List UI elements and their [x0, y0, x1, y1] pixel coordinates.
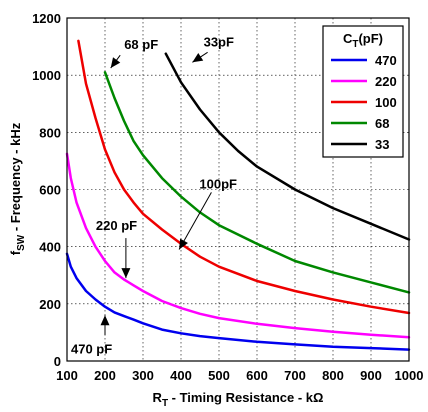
- annotation-arrow-head: [192, 53, 204, 63]
- series-line-33: [164, 52, 411, 241]
- series-line-68: [103, 71, 411, 294]
- plot-frame: [66, 17, 410, 362]
- x-tick-label: 1000: [395, 368, 424, 383]
- x-axis-title: RT - Timing Resistance - kΩ: [153, 390, 324, 409]
- annotation-label: 100pF: [199, 176, 237, 191]
- y-tick-label: 1200: [32, 11, 61, 26]
- series-line-100: [77, 39, 411, 315]
- x-tick-label: 700: [284, 368, 306, 383]
- x-tick-label: 500: [208, 368, 230, 383]
- annotation-label: 470 pF: [71, 341, 112, 356]
- annotation-arrow-head: [110, 57, 121, 69]
- legend-box: [322, 25, 404, 158]
- legend: CT(pF) 470 220 100 68 33: [322, 25, 404, 158]
- x-tick-label: 100: [56, 368, 78, 383]
- x-tick-label: 900: [360, 368, 382, 383]
- annotation-arrow-head: [100, 315, 110, 326]
- annotation-arrow-line: [178, 192, 212, 250]
- y-tick-label: 0: [54, 354, 61, 369]
- tick-labels: 100 200 300 400 500 600 700 800 900 1000 0 200 400 60…: [32, 11, 423, 383]
- y-tick-label: 200: [39, 297, 61, 312]
- annotation-label: 68 pF: [124, 37, 158, 52]
- annotation-label: 33pF: [204, 34, 234, 49]
- y-tick-label: 600: [39, 183, 61, 198]
- annotations: 68 pF 33pF 100pF 220 pF 470 pF: [71, 34, 237, 356]
- legend-label-33: 33: [375, 137, 389, 152]
- x-tick-label: 200: [94, 368, 116, 383]
- annotation-label: 220 pF: [96, 218, 137, 233]
- legend-title: CT(pF): [343, 31, 383, 50]
- legend-label-100: 100: [375, 95, 397, 110]
- legend-label-220: 220: [375, 74, 397, 89]
- annotation-arrow-head: [179, 238, 188, 250]
- x-tick-label: 600: [246, 368, 268, 383]
- legend-label-470: 470: [375, 53, 397, 68]
- y-tick-label: 800: [39, 125, 61, 140]
- series-line-470: [65, 252, 411, 351]
- annotation-arrow-head: [121, 268, 131, 279]
- y-axis-title: fSW - Frequency - kHz: [8, 122, 27, 255]
- y-tick-label: 400: [39, 240, 61, 255]
- x-tick-label: 800: [322, 368, 344, 383]
- y-tick-label: 1000: [32, 68, 61, 83]
- x-tick-label: 300: [132, 368, 154, 383]
- x-tick-label: 400: [170, 368, 192, 383]
- series-lines: [65, 39, 411, 351]
- legend-label-68: 68: [375, 116, 389, 131]
- series-line-220: [65, 152, 411, 339]
